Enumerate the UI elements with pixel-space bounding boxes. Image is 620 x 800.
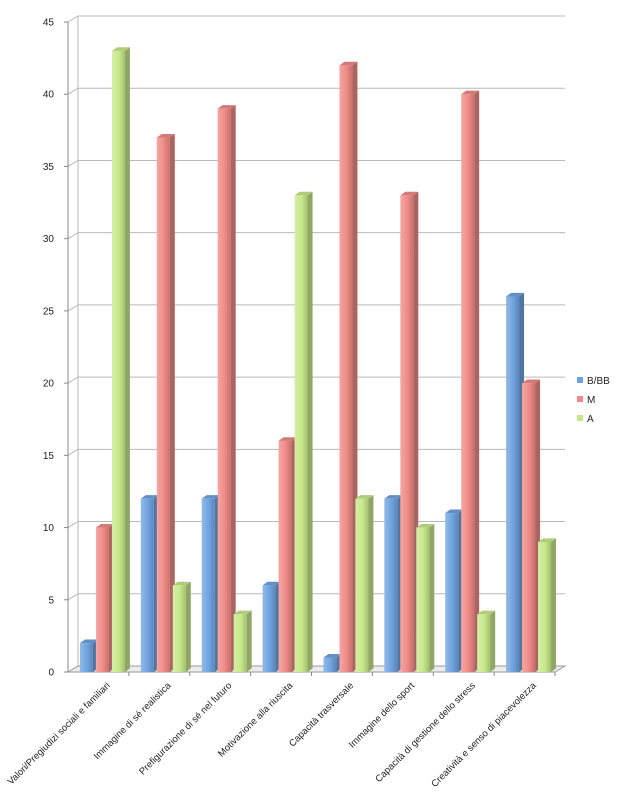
x-tick-label: Valori/Pregiudizi sociali e familiari [6,680,113,787]
x-tick-label: Immagine dello sport [347,680,417,750]
bar-bbb [140,495,159,672]
legend-label: M [587,395,595,406]
axis-labels: 0 5 10 15 20 25 30 35 40 45 Valori/Pregiudizi soci… [6,18,540,790]
bar-a [477,610,496,672]
y-tick-label: 45 [43,18,55,29]
y-tick-label: 30 [43,234,55,245]
gridline-side [67,15,79,23]
bar-m [400,191,419,673]
y-tick-label: 35 [43,162,55,173]
y-tick-label: 0 [48,668,54,679]
legend-swatch [577,377,583,383]
gridline-side [67,87,79,95]
y-tick-label: 20 [43,379,55,390]
bar-m [461,90,480,673]
bar-m [339,61,358,673]
legend-swatch [577,396,583,402]
bar-bbb [79,639,98,672]
gridline-side [67,160,79,167]
legend-label: B/BB [587,376,610,387]
bar-a [294,191,313,673]
legend-item: B/BB [577,376,610,387]
gridline-side [67,593,79,601]
bar-m [217,105,236,673]
x-tick-label: Capacità trasversale [287,680,356,749]
bar-bbb [262,581,281,672]
bar-bbb [445,509,464,672]
gridline-side [67,448,79,456]
x-tick-label: Capacità di gestione dello stress [373,680,478,785]
x-tick-label: Creatività e senso di piacevolezza [429,680,539,790]
legend-item: M [577,395,595,406]
bars [79,47,557,673]
gridline-side [67,521,79,528]
axes [64,16,567,676]
bar-bbb [323,653,342,672]
bar-a [233,610,252,672]
gridline-side [67,232,79,240]
bar-bbb [201,495,220,672]
bar-m [156,133,175,673]
y-tick-label: 5 [48,595,54,606]
y-tick-label: 25 [43,306,55,317]
legend-swatch [577,415,583,421]
bar-a [416,523,435,672]
bar-bbb [384,495,403,672]
y-tick-label: 10 [43,523,55,534]
y-tick-label: 40 [43,90,55,101]
bar-m [522,379,541,672]
y-tick-label: 15 [43,451,55,462]
gridline-side [67,304,79,312]
bar-bbb [506,292,525,672]
bar-a [172,581,191,672]
legend-label: A [587,414,594,425]
gridline-side [67,376,79,384]
bar-a [111,47,130,673]
bar-m [278,437,297,672]
bar-m [95,523,114,672]
legend: B/BB MA [577,376,610,425]
legend-item: A [577,414,594,425]
bar-a [355,495,374,672]
bar-a [538,538,557,672]
